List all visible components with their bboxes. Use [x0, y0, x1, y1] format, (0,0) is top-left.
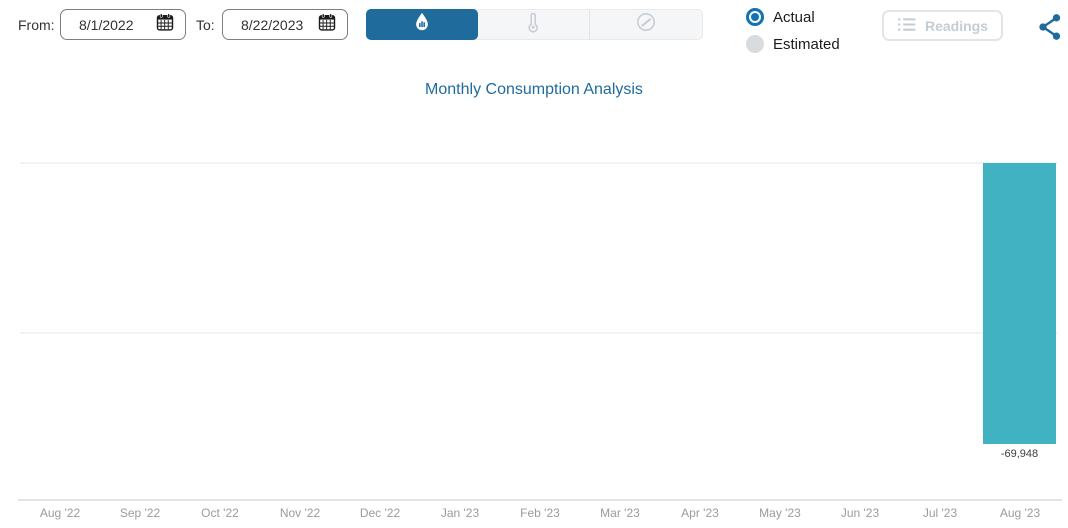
list-icon — [897, 17, 916, 35]
share-icon[interactable] — [1037, 13, 1063, 46]
calendar-icon[interactable] — [155, 12, 175, 37]
x-axis-labels: Aug '22 Sep '22 Oct '22 Nov '22 Dec '22 … — [20, 506, 1060, 520]
from-date-value: 8/1/2022 — [79, 16, 134, 33]
x-axis-label: Sep '22 — [119, 506, 161, 520]
to-date-value: 8/22/2023 — [241, 16, 304, 33]
gauge-icon — [634, 10, 658, 39]
gridline-zero — [20, 162, 1058, 164]
from-label: From: — [18, 17, 55, 33]
bar-aug-23[interactable] — [983, 163, 1056, 444]
tab-gauge[interactable] — [589, 10, 702, 39]
readings-button-label: Readings — [925, 17, 989, 34]
bar-data-label: -69,948 — [1000, 448, 1039, 460]
tab-water[interactable] — [366, 9, 478, 40]
radio-actual[interactable]: Actual — [746, 8, 815, 26]
x-axis-label: Dec '22 — [359, 506, 401, 520]
from-date-input[interactable]: 8/1/2022 — [60, 9, 186, 40]
water-drop-chart-icon — [411, 11, 433, 38]
calendar-icon[interactable] — [317, 12, 337, 37]
radio-estimated[interactable]: Estimated — [746, 35, 840, 53]
to-date-input[interactable]: 8/22/2023 — [222, 9, 348, 40]
readings-button[interactable]: Readings — [882, 10, 1004, 41]
gridline-mid — [20, 332, 1058, 334]
radio-actual-label: Actual — [773, 8, 815, 26]
to-label: To: — [196, 17, 215, 33]
x-axis-label: May '23 — [759, 506, 801, 520]
x-axis-label: Oct '22 — [201, 506, 239, 520]
x-axis-label: Nov '22 — [279, 506, 321, 520]
x-axis-label: Apr '23 — [681, 506, 719, 520]
thermometer-icon — [522, 11, 544, 38]
x-axis-label: Mar '23 — [600, 506, 640, 520]
x-axis-label: Aug '22 — [39, 506, 81, 520]
meter-type-tabs — [366, 9, 703, 40]
radio-estimated-label: Estimated — [773, 35, 840, 53]
x-axis-label: Jun '23 — [840, 506, 880, 520]
x-axis-label: Jan '23 — [440, 506, 480, 520]
x-axis-label: Jul '23 — [922, 506, 958, 520]
x-axis-label: Aug '23 — [999, 506, 1041, 520]
x-axis-line — [18, 499, 1062, 501]
chart-title: Monthly Consumption Analysis — [425, 81, 643, 98]
x-axis-label: Feb '23 — [520, 506, 560, 520]
radio-actual-circle[interactable] — [746, 8, 764, 26]
radio-estimated-circle[interactable] — [746, 35, 764, 53]
tab-temperature[interactable] — [477, 10, 589, 39]
